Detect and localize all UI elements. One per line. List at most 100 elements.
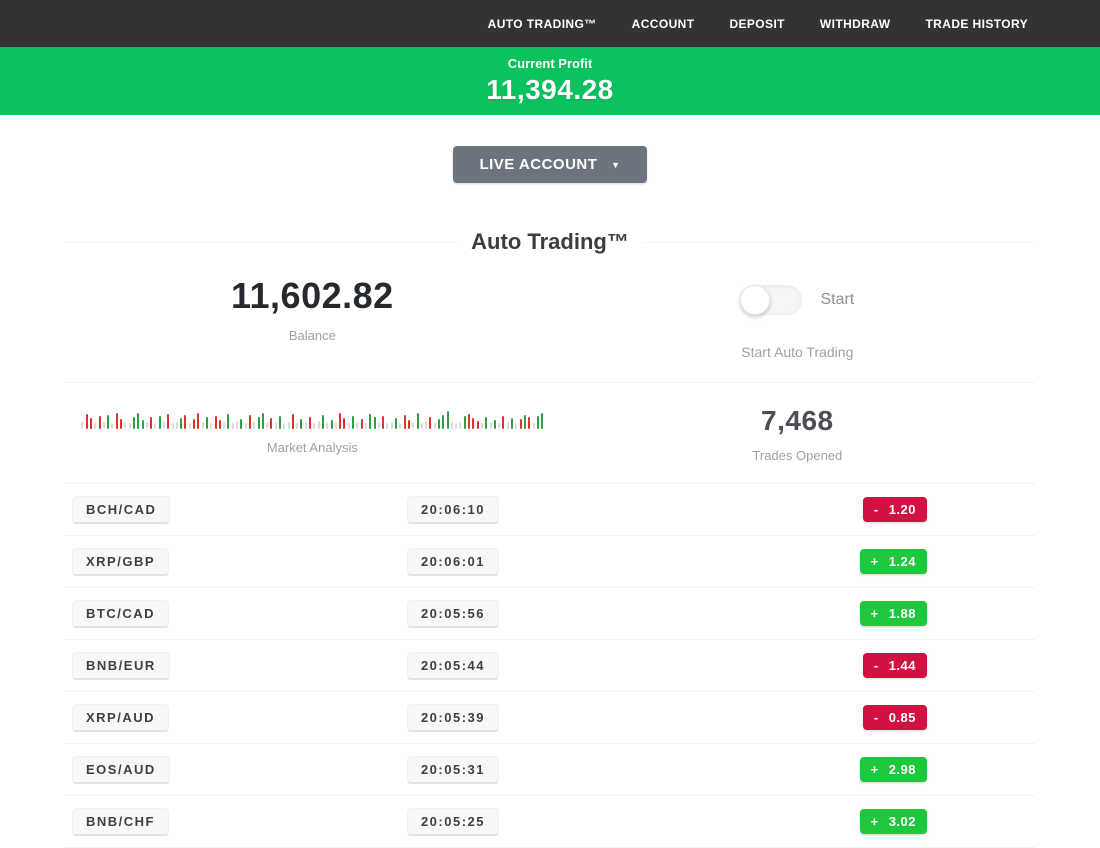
chart-bar <box>528 417 531 429</box>
chart-bar <box>270 418 273 429</box>
trade-pair-cell: EOS/AUD <box>65 755 278 784</box>
trade-result-badge: + 3.02 <box>859 809 927 834</box>
chart-bar <box>218 420 221 429</box>
chart-bar <box>502 416 505 429</box>
trade-pair-pill: BNB/EUR <box>72 651 170 680</box>
chart-bar <box>519 419 522 429</box>
trade-result-badge: - 0.85 <box>862 705 927 730</box>
chart-bar <box>382 416 385 429</box>
chart-bar <box>175 422 178 429</box>
chart-bar <box>279 416 281 429</box>
section-title: Auto Trading™ <box>65 229 1035 255</box>
trade-result-amount: 1.24 <box>888 554 916 569</box>
chart-bar <box>107 415 110 429</box>
chart-bar <box>446 411 449 429</box>
page-title: Auto Trading™ <box>471 229 629 254</box>
auto-trading-stat: Start Start Auto Trading <box>560 275 1035 360</box>
chart-bar <box>231 423 234 429</box>
chart-bar <box>128 423 131 429</box>
chart-bar <box>240 419 243 429</box>
chart-bar <box>188 423 191 429</box>
nav-item-trade-history[interactable]: TRADE HISTORY <box>925 16 1028 31</box>
trade-result-cell: + 2.98 <box>628 757 1035 782</box>
chart-bar <box>541 413 544 429</box>
trade-pair-cell: BTC/CAD <box>65 599 278 628</box>
chart-bar <box>257 417 260 429</box>
account-selector-label: LIVE ACCOUNT <box>479 156 598 173</box>
chart-bar <box>162 421 165 429</box>
trade-result-amount: 1.44 <box>888 658 916 673</box>
trade-result-cell: + 3.02 <box>628 809 1035 834</box>
nav-item-withdraw[interactable]: WITHDRAW <box>819 16 891 31</box>
trade-pair-cell: BNB/EUR <box>65 651 278 680</box>
chart-bar <box>532 423 535 429</box>
stats-row-2: Market Analysis 7,468 Trades Opened <box>65 383 1035 479</box>
chart-bar <box>468 414 471 429</box>
chart-bar <box>300 419 303 429</box>
chart-bar <box>137 413 140 429</box>
balance-label: Balance <box>288 328 336 343</box>
trade-time-pill: 20:05:56 <box>406 599 499 628</box>
trade-row: BNB/EUR 20:05:44 - 1.44 <box>65 640 1035 692</box>
profit-label: Current Profit <box>507 56 593 71</box>
chart-bar <box>339 413 342 429</box>
chart-bar <box>429 417 432 429</box>
trade-time-cell: 20:05:44 <box>278 651 627 680</box>
trade-result-amount: 1.88 <box>888 606 916 621</box>
divider-line-right <box>642 241 1035 243</box>
chart-bar <box>85 414 88 429</box>
chart-bar <box>266 423 269 429</box>
trade-result-cell: - 1.44 <box>628 653 1035 678</box>
nav-item-deposit[interactable]: DEPOSIT <box>729 16 785 31</box>
chart-bar <box>132 417 135 429</box>
chart-bar <box>395 418 398 429</box>
chart-bar <box>377 422 380 429</box>
chart-bar <box>498 423 501 429</box>
trade-result-sign: - <box>873 710 879 725</box>
chart-bar <box>197 413 200 429</box>
profit-value: 11,394.28 <box>486 74 614 105</box>
chart-bar <box>223 422 226 429</box>
start-auto-trading-toggle[interactable] <box>740 285 803 315</box>
chevron-down-icon: ▼ <box>611 160 621 170</box>
chart-bar <box>390 422 393 429</box>
toggle-knob[interactable] <box>740 285 771 315</box>
chart-bar <box>450 422 453 429</box>
chart-bar <box>150 417 153 429</box>
trade-result-badge: - 1.44 <box>862 653 927 678</box>
top-nav: AUTO TRADING™ ACCOUNT DEPOSIT WITHDRAW T… <box>0 0 1100 47</box>
chart-bar <box>412 422 415 429</box>
chart-bar <box>343 418 346 429</box>
market-analysis-chart <box>81 407 544 429</box>
chart-bar <box>386 423 389 429</box>
trade-result-cell: - 0.85 <box>628 705 1035 730</box>
chart-bar <box>253 422 256 429</box>
trades-opened-label: Trades Opened <box>752 448 843 463</box>
market-analysis-stat: Market Analysis <box>65 403 560 463</box>
chart-bar <box>81 422 84 429</box>
chart-bar <box>455 423 458 429</box>
divider-line-left <box>65 241 458 243</box>
trade-time-pill: 20:05:25 <box>406 807 499 836</box>
trade-pair-pill: XRP/AUD <box>72 703 170 732</box>
trade-time-cell: 20:06:01 <box>278 547 627 576</box>
trade-time-cell: 20:05:31 <box>278 755 627 784</box>
chart-bar <box>476 421 479 429</box>
nav-item-account[interactable]: ACCOUNT <box>631 16 695 31</box>
chart-bar <box>184 415 187 429</box>
chart-bar <box>506 422 509 429</box>
trade-result-sign: + <box>870 762 879 777</box>
trade-row: BCH/CAD 20:06:10 - 1.20 <box>65 484 1035 536</box>
chart-bar <box>360 419 363 429</box>
chart-bar <box>416 413 419 429</box>
chart-bar <box>167 414 170 429</box>
trade-pair-pill: XRP/GBP <box>72 547 170 576</box>
chart-bar <box>274 422 277 429</box>
trade-result-badge: + 2.98 <box>859 757 927 782</box>
account-selector-button[interactable]: LIVE ACCOUNT ▼ <box>453 146 647 183</box>
chart-bar <box>244 423 247 429</box>
nav-item-auto-trading[interactable]: AUTO TRADING™ <box>487 16 597 31</box>
stats-row-1: 11,602.82 Balance Start Start Auto Tradi… <box>65 255 1035 383</box>
chart-bar <box>511 418 514 429</box>
chart-bar <box>442 415 445 429</box>
